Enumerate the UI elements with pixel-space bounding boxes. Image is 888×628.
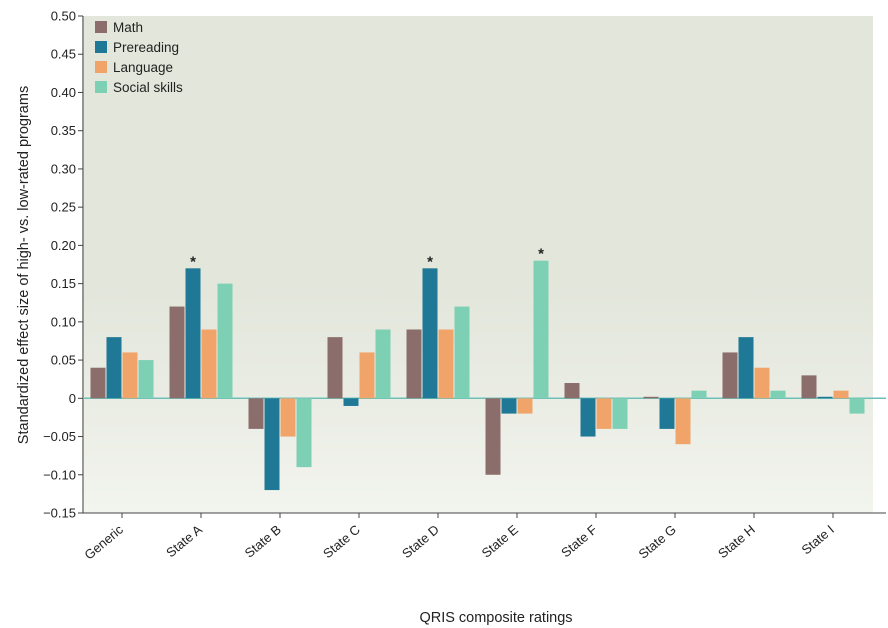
y-tick-label: 0.45 [51, 47, 76, 62]
bar [248, 398, 264, 429]
x-axis-label: QRIS composite ratings [419, 610, 572, 626]
bar [801, 375, 817, 399]
legend-swatch [95, 21, 107, 33]
legend-label: Prereading [113, 40, 179, 55]
bar [849, 398, 865, 414]
x-tick-label: State G [636, 522, 679, 562]
x-tick-label: State A [163, 522, 205, 561]
bar [217, 283, 233, 399]
y-tick-label: 0.35 [51, 123, 76, 138]
bar [406, 329, 422, 399]
bar [359, 352, 375, 399]
bar [375, 329, 391, 399]
bar [185, 268, 201, 399]
category-bands [82, 16, 873, 513]
category-band [714, 16, 794, 513]
significance-marker: * [190, 253, 196, 270]
bar [517, 398, 533, 414]
category-band [319, 16, 399, 513]
bar [438, 329, 454, 399]
bar [264, 398, 280, 491]
bar [738, 337, 754, 399]
category-band [793, 16, 873, 513]
y-tick-label: 0.05 [51, 353, 76, 368]
x-tick-label: State F [558, 522, 600, 560]
bar [770, 390, 786, 399]
bar [722, 352, 738, 399]
bar [564, 383, 580, 399]
legend-swatch [95, 41, 107, 53]
y-tick-label: 0 [69, 391, 76, 406]
bar [90, 367, 106, 399]
y-tick-label: 0.50 [51, 9, 76, 24]
bars: * * * [90, 246, 865, 491]
y-tick-label: 0.10 [51, 314, 76, 329]
x-tick-label: State E [479, 522, 522, 561]
significance-marker: * [427, 253, 433, 270]
y-tick-label: −0.10 [43, 467, 76, 482]
category-band [635, 16, 715, 513]
bar [106, 337, 122, 399]
legend: Math Prereading Language Social skills [95, 20, 183, 95]
y-tick-label: −0.05 [43, 429, 76, 444]
legend-swatch [95, 81, 107, 93]
bar [296, 398, 312, 468]
y-tick-label: 0.30 [51, 161, 76, 176]
bar [343, 398, 359, 406]
bar [327, 337, 343, 399]
bar [612, 398, 628, 429]
x-tick-label: State B [242, 522, 284, 561]
y-tick-label: 0.40 [51, 85, 76, 100]
bar [201, 329, 217, 399]
bar [501, 398, 517, 414]
y-tick-label: −0.15 [43, 506, 76, 521]
x-tick-label: Generic [81, 521, 126, 562]
bar [485, 398, 501, 475]
bar [596, 398, 612, 429]
category-band [556, 16, 636, 513]
bar [691, 390, 707, 399]
y-tick-label: 0.15 [51, 276, 76, 291]
category-band [398, 16, 478, 513]
bar [280, 398, 296, 437]
bar [138, 360, 154, 399]
bar [754, 367, 770, 399]
legend-label: Language [113, 60, 173, 75]
x-tick-label: State I [799, 522, 837, 558]
x-tick-label: State D [399, 522, 442, 561]
bar [122, 352, 138, 399]
legend-label: Social skills [113, 80, 183, 95]
bar [675, 398, 691, 445]
y-tick-label: 0.20 [51, 238, 76, 253]
bar [454, 306, 470, 399]
bar [833, 390, 849, 399]
bar [533, 260, 549, 399]
bar [422, 268, 438, 399]
bar [580, 398, 596, 437]
category-band [82, 16, 162, 513]
x-tick-label: State C [320, 522, 363, 561]
legend-label: Math [113, 20, 143, 35]
legend-swatch [95, 61, 107, 73]
category-band [161, 16, 241, 513]
x-tick-label: State H [715, 522, 758, 561]
bar [817, 396, 833, 399]
bar [169, 306, 185, 399]
significance-marker: * [538, 246, 544, 263]
y-axis-label: Standardized effect size of high- vs. lo… [16, 86, 32, 444]
bar [643, 396, 659, 399]
y-tick-label: 0.25 [51, 200, 76, 215]
bar [659, 398, 675, 429]
